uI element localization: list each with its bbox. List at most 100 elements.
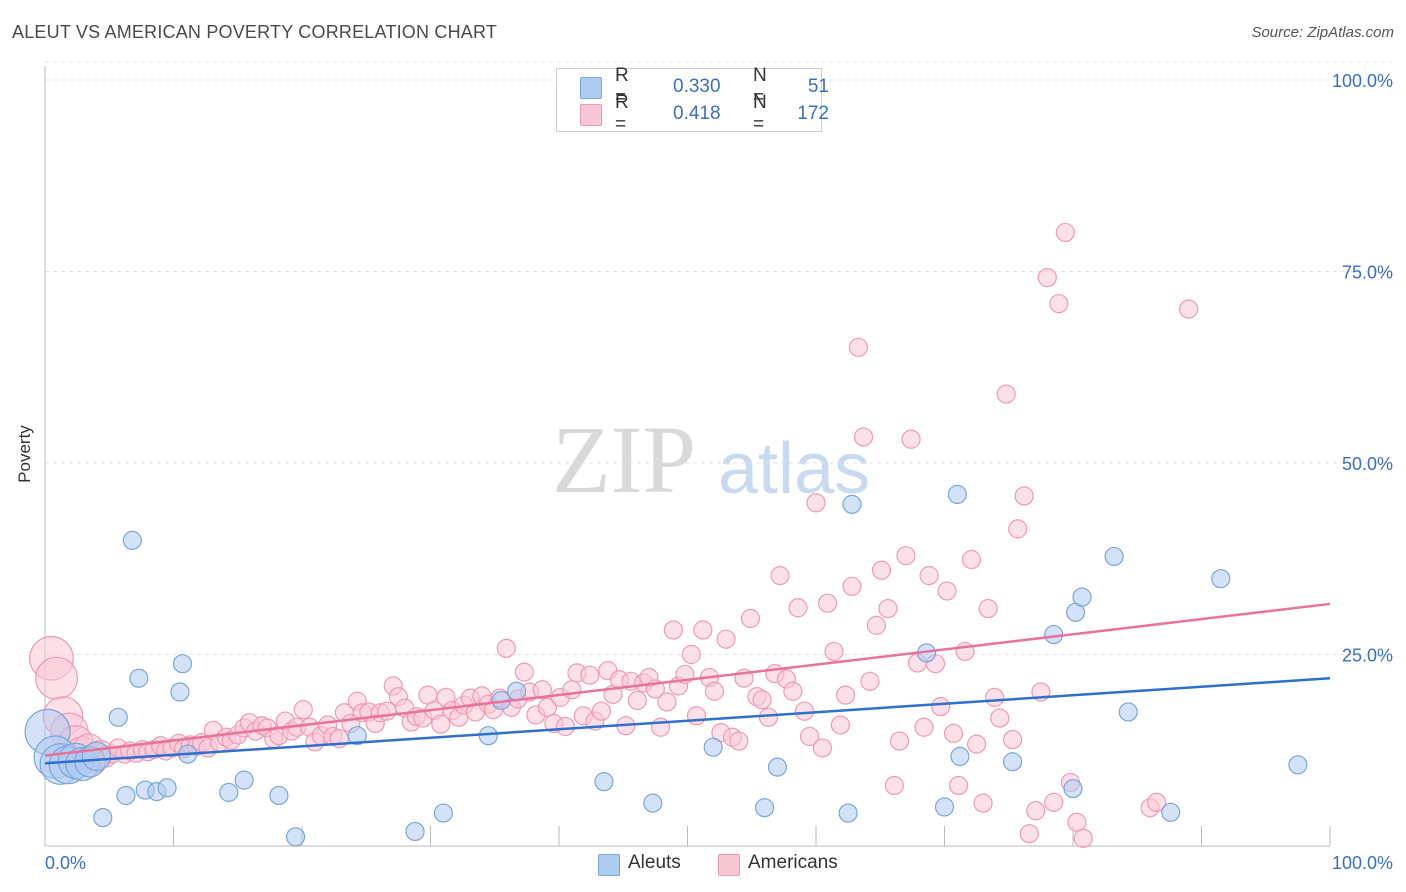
americans-point xyxy=(996,384,1016,404)
americans-point xyxy=(555,716,576,737)
americans-point xyxy=(1073,828,1093,848)
americans-point xyxy=(431,714,451,734)
chart-source: Source: ZipAtlas.com xyxy=(1251,24,1394,41)
aleuts-point xyxy=(234,770,254,790)
aleuts-point xyxy=(269,785,289,806)
americans-point xyxy=(901,429,921,449)
legend-r-value: 0.330 xyxy=(673,76,721,97)
aleuts-point xyxy=(172,654,193,674)
aleuts-point xyxy=(506,681,527,701)
americans-point xyxy=(496,638,516,658)
americans-point xyxy=(931,696,951,717)
americans-point xyxy=(1003,729,1023,750)
americans-point xyxy=(681,644,701,665)
legend-n-label: N = xyxy=(753,92,767,135)
aleuts-point xyxy=(950,746,970,766)
americans-point xyxy=(740,608,761,629)
x-tick-label: 0.0% xyxy=(45,853,86,873)
americans-point xyxy=(824,641,844,662)
aleuts-point xyxy=(1161,802,1181,822)
americans-point xyxy=(896,546,916,566)
americans-point xyxy=(835,685,856,705)
aleuts-point xyxy=(947,484,967,505)
americans-point xyxy=(889,731,910,751)
americans-point xyxy=(729,731,749,751)
aleuts-point xyxy=(170,682,190,702)
legend-n-value: 172 xyxy=(797,103,829,124)
y-tick-label: 50.0% xyxy=(1342,454,1393,474)
americans-point xyxy=(514,662,534,682)
aleuts-point xyxy=(1288,755,1308,775)
aleuts-point xyxy=(838,803,858,823)
aleuts-point xyxy=(93,808,113,828)
americans-point xyxy=(914,717,934,737)
americans-point xyxy=(812,738,833,758)
americans-point xyxy=(532,680,552,700)
americans-point xyxy=(866,615,886,635)
americans-point xyxy=(978,598,998,619)
americans-point xyxy=(1008,519,1028,539)
aleuts-point xyxy=(81,741,112,772)
americans-point xyxy=(806,493,826,513)
americans-point xyxy=(1037,268,1057,288)
aleuts-point xyxy=(1118,702,1138,722)
y-axis-label: Poverty xyxy=(14,425,34,483)
correlation-legend: R = 0.330 N = 51 R = 0.418 N = 172 xyxy=(556,65,829,135)
americans-point xyxy=(842,576,862,596)
watermark-zip: ZIP xyxy=(552,406,696,513)
americans-point xyxy=(794,701,815,721)
americans-point xyxy=(919,566,939,586)
bottom-legend-label: Americans xyxy=(748,852,838,873)
aleuts-point xyxy=(703,737,723,757)
americans-point xyxy=(884,775,904,796)
americans-point xyxy=(752,690,772,710)
aleuts-point xyxy=(1211,569,1231,589)
aleuts-point xyxy=(1104,546,1124,567)
bottom-legend-label: Aleuts xyxy=(628,852,681,873)
americans-point xyxy=(716,629,736,649)
americans-point xyxy=(1019,824,1039,844)
americans-point xyxy=(591,701,612,721)
aleuts-point xyxy=(478,726,498,746)
aleuts-point xyxy=(405,821,425,842)
y-tick-label: 100.0% xyxy=(1332,71,1393,91)
aleuts-point xyxy=(934,797,955,817)
americans-point xyxy=(704,681,725,701)
americans-point xyxy=(1026,801,1046,821)
legend-n-label: N = xyxy=(753,65,767,108)
aleuts-point xyxy=(285,827,306,847)
americans-point xyxy=(293,700,313,720)
americans-point xyxy=(1146,792,1167,812)
aleuts-point xyxy=(1063,778,1083,799)
americans-trend-line xyxy=(44,602,1331,757)
legend-n-value: 51 xyxy=(807,76,829,97)
americans-point xyxy=(770,566,790,586)
americans-point xyxy=(788,598,808,618)
americans-point xyxy=(1044,792,1064,812)
americans-point xyxy=(1014,486,1034,506)
americans-point xyxy=(878,598,898,619)
americans-point xyxy=(1067,812,1087,832)
americans-point xyxy=(1179,299,1199,319)
americans-point xyxy=(853,427,874,447)
aleuts-point xyxy=(1072,587,1092,607)
aleuts-point xyxy=(433,803,453,823)
americans-point xyxy=(686,706,707,726)
aleuts-point xyxy=(754,798,775,818)
americans-point xyxy=(985,687,1005,707)
legend-swatch-americans xyxy=(580,104,602,126)
americans-point xyxy=(848,337,869,357)
aleuts-point xyxy=(108,707,128,727)
legend-swatch-aleuts xyxy=(580,77,602,99)
americans-point xyxy=(663,620,683,640)
americans-point xyxy=(990,708,1010,728)
bottom-swatch-aleuts xyxy=(598,854,620,876)
legend-r-label: R = xyxy=(615,92,629,135)
aleuts-point xyxy=(347,726,367,746)
aleuts-point xyxy=(643,793,663,813)
y-tick-label: 75.0% xyxy=(1342,263,1393,283)
legend-r-value: 0.418 xyxy=(673,103,721,124)
americans-point xyxy=(627,690,647,711)
americans-point xyxy=(1055,222,1075,243)
